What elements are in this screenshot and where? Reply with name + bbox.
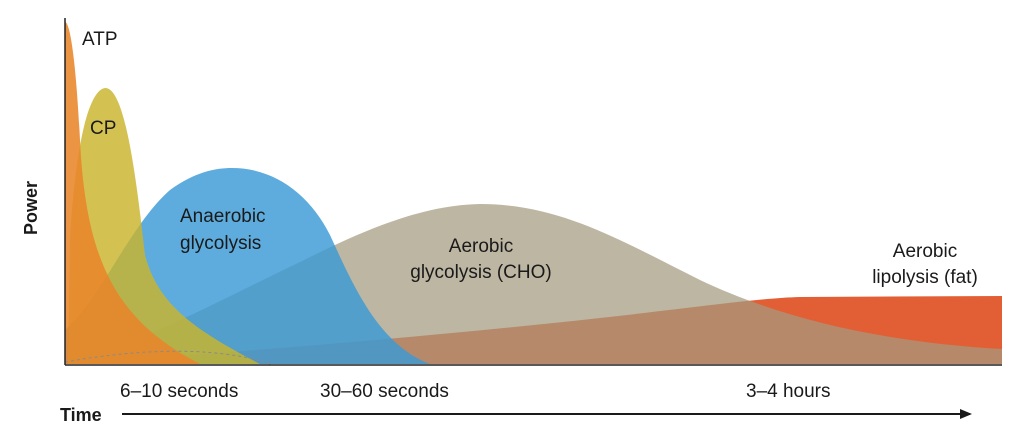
time-mark-hours: 3–4 hours [746, 381, 831, 402]
aerobic-cho-label-line1: Aerobic [449, 236, 513, 257]
cp-label: CP [90, 118, 116, 139]
atp-curve [65, 22, 200, 364]
aerobic-cho-label-line2: glycolysis (CHO) [410, 262, 551, 283]
anaerobic-label-line1: Anaerobic [180, 206, 266, 227]
time-mark-seconds-long: 30–60 seconds [320, 381, 449, 402]
aerobic-fat-label-line1: Aerobic [893, 241, 957, 262]
x-axis-label: Time [60, 405, 102, 425]
aerobic-fat-label-line2: lipolysis (fat) [872, 267, 978, 288]
y-axis-label: Power [21, 181, 41, 235]
time-mark-seconds-short: 6–10 seconds [120, 381, 238, 402]
anaerobic-label-line2: glycolysis [180, 233, 261, 254]
atp-label: ATP [82, 29, 118, 50]
